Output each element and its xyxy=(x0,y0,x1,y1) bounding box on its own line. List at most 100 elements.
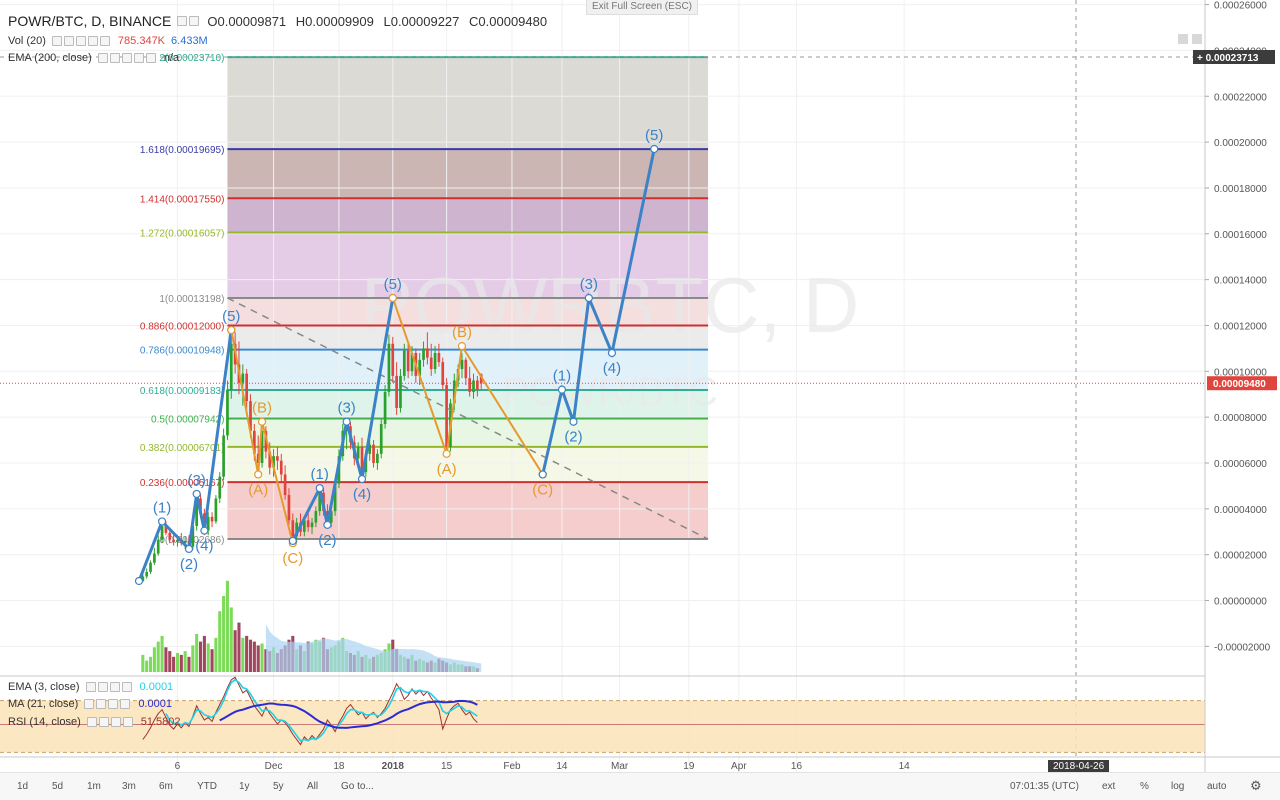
indicator-value: 0.0001 xyxy=(138,698,172,710)
indicator-value: 51.5802 xyxy=(140,716,181,728)
ma21-line xyxy=(219,699,478,729)
volume-bar xyxy=(195,634,199,672)
settings-gear-icon[interactable]: ⚙ xyxy=(1250,778,1262,793)
wave-line xyxy=(391,297,544,475)
wave-label: (1) xyxy=(153,499,171,516)
open-value: O0.00009871 xyxy=(207,13,287,29)
candle-body xyxy=(406,350,410,372)
candle-body xyxy=(272,456,275,468)
rsi-band xyxy=(0,700,1205,753)
candle-body xyxy=(241,373,245,383)
ma21-legend[interactable]: MA (21, close) 0.0001 xyxy=(8,696,172,712)
wave-label: (2) xyxy=(564,429,582,446)
timeframe-3m[interactable]: 3m xyxy=(122,781,136,792)
timeframe-5d[interactable]: 5d xyxy=(52,781,64,792)
percent-toggle[interactable]: % xyxy=(1140,781,1149,792)
wave-label: (A) xyxy=(437,461,457,478)
ext-toggle[interactable]: ext xyxy=(1102,781,1116,792)
candle-body xyxy=(379,424,383,454)
time-axis-label: 18 xyxy=(333,761,345,772)
volume-bar xyxy=(218,611,222,672)
bottom-toolbar: 1d 5d 1m 3m 6m YTD 1y 5y All Go to... 07… xyxy=(0,772,1280,800)
time-axis-label: Mar xyxy=(611,761,629,772)
indicator-controls[interactable] xyxy=(86,717,135,727)
volume-legend[interactable]: Vol (20) 785.347K 6.433M xyxy=(8,33,208,49)
pane-down-icon[interactable] xyxy=(1192,34,1202,44)
axis-tick-label: 0.00002000 xyxy=(1214,551,1267,562)
fib-zone xyxy=(227,325,709,350)
fib-level-label: 1.272(0.00016057) xyxy=(140,228,225,239)
axis-tick-label: 0.00000000 xyxy=(1214,597,1267,608)
wave-point xyxy=(538,470,547,479)
legend-controls[interactable] xyxy=(177,16,201,26)
volume-bar xyxy=(222,596,226,672)
candle-body xyxy=(260,430,264,463)
wave-point xyxy=(457,341,467,351)
volume-bars xyxy=(141,580,482,672)
exit-fullscreen-button[interactable]: Exit Full Screen (ESC) xyxy=(586,0,698,15)
log-toggle[interactable]: log xyxy=(1171,781,1185,792)
timeframe-6m[interactable]: 6m xyxy=(159,781,173,792)
wave-point xyxy=(342,417,351,426)
candle-body xyxy=(256,453,260,463)
candle-body xyxy=(218,476,222,499)
timeframe-1m[interactable]: 1m xyxy=(87,781,101,792)
candle-body xyxy=(479,374,483,384)
utc-clock[interactable]: 07:01:35 (UTC) xyxy=(1010,781,1079,792)
candle-body xyxy=(302,520,306,532)
pane-controls[interactable] xyxy=(1178,31,1206,49)
axis-tick-label: 0.00018000 xyxy=(1214,184,1267,195)
wave-point xyxy=(227,325,236,335)
candle-body xyxy=(176,539,179,543)
ema3-legend[interactable]: EMA (3, close) 0.0001 xyxy=(8,679,173,695)
time-axis-label: Dec xyxy=(265,761,283,772)
volume-bar xyxy=(148,656,153,672)
indicator-controls[interactable] xyxy=(85,682,134,692)
timeframe-1d[interactable]: 1d xyxy=(17,781,29,792)
watermark-symbol: POWRBTC, D xyxy=(361,261,859,349)
candle-body xyxy=(149,562,152,572)
volume-bar xyxy=(141,654,145,672)
auto-toggle[interactable]: auto xyxy=(1207,781,1227,792)
indicator-controls[interactable] xyxy=(51,36,112,46)
wave-label: (C) xyxy=(282,550,303,567)
wave-point xyxy=(200,526,209,535)
volume-bar xyxy=(179,654,183,672)
volume-bar xyxy=(260,643,264,672)
candle-body xyxy=(310,522,314,528)
candle-body xyxy=(472,380,475,392)
candle-body xyxy=(395,375,398,408)
fib-zone xyxy=(227,446,709,483)
wave-label: (1) xyxy=(311,466,329,483)
candle-body xyxy=(464,359,468,379)
timeframe-all[interactable]: All xyxy=(307,781,319,792)
pane-up-icon[interactable] xyxy=(1178,34,1188,44)
time-axis-label: 16 xyxy=(791,761,803,772)
volume-bar xyxy=(237,622,241,672)
timeframe-5y[interactable]: 5y xyxy=(273,781,284,792)
wave-point xyxy=(192,489,201,499)
indicator-controls[interactable] xyxy=(84,699,132,709)
ema200-legend[interactable]: EMA (200, close) n/a xyxy=(8,50,179,66)
candle-body xyxy=(195,498,199,527)
rsi-pane: 80.000060.000040.0000 xyxy=(0,675,1251,753)
fib-level-label: 1(0.00013198) xyxy=(159,294,224,305)
indicator-controls[interactable] xyxy=(97,53,158,63)
volume-bar xyxy=(256,645,260,672)
timeframe-ytd[interactable]: YTD xyxy=(197,781,217,792)
candle-body xyxy=(245,373,249,402)
goto-date-button[interactable]: Go to... xyxy=(341,781,374,792)
candle-body xyxy=(426,348,429,358)
candle-body xyxy=(333,483,337,512)
candle-body xyxy=(183,540,187,544)
wave-label: (4) xyxy=(195,538,213,555)
timeframe-1y[interactable]: 1y xyxy=(239,781,250,792)
candle-body xyxy=(476,380,479,390)
candle-body xyxy=(141,576,145,582)
rsi-legend[interactable]: RSI (14, close) 51.5802 xyxy=(8,714,181,730)
candle-body xyxy=(210,516,214,522)
fib-level-label: 0.382(0.00006701) xyxy=(140,443,225,454)
candle-body xyxy=(253,430,256,454)
fib-zone xyxy=(227,418,709,447)
